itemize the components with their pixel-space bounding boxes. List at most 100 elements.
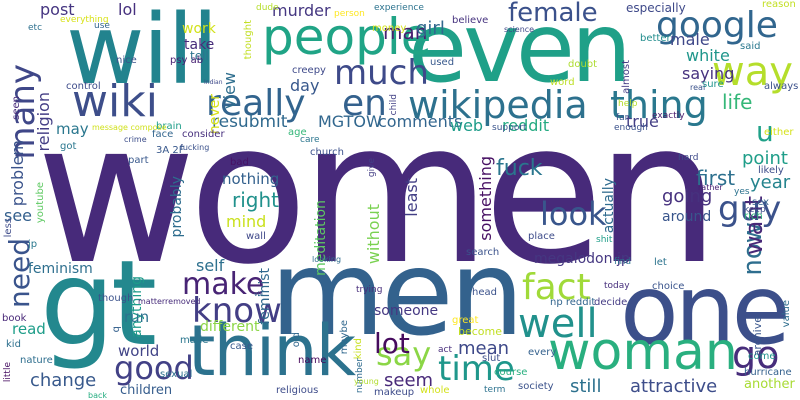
word: female [508, 0, 598, 28]
word: girl [416, 18, 445, 39]
word: women [36, 80, 720, 308]
word: google [656, 5, 778, 46]
word: consider [182, 129, 225, 140]
word: place [528, 231, 555, 242]
word: word [550, 77, 575, 88]
word: search [466, 247, 500, 258]
word: book [2, 313, 27, 324]
word: time [438, 349, 515, 389]
word: enough [614, 123, 648, 133]
word: wall [246, 231, 266, 242]
word: society [518, 381, 554, 392]
word: man [383, 20, 428, 44]
word: actually [601, 178, 617, 234]
word: face [152, 129, 174, 140]
word: money [372, 23, 407, 34]
word: term [484, 385, 506, 395]
word: especially [626, 1, 686, 15]
word: going [662, 186, 713, 207]
word: act [438, 345, 452, 355]
word: thing [610, 83, 708, 127]
word: makeup [374, 387, 415, 398]
word: problem [8, 140, 27, 207]
word: Indian [204, 79, 223, 86]
word: web [450, 116, 484, 135]
word: thought [243, 20, 254, 60]
word: see [4, 206, 33, 225]
word: nothing [222, 170, 280, 188]
word: hurricane [744, 367, 792, 378]
word: run [124, 308, 150, 326]
word: guy [718, 189, 782, 229]
word: megalodon jp [534, 251, 630, 267]
word: jp [28, 239, 38, 250]
word: church [310, 147, 344, 158]
word: part [128, 155, 149, 166]
word: q [111, 326, 122, 333]
word: another [744, 377, 795, 392]
word: wikipedia [408, 83, 588, 127]
word: life [722, 90, 753, 114]
word: got [60, 141, 77, 152]
word: fact [522, 267, 591, 308]
word: really [206, 83, 306, 124]
word: look [540, 195, 607, 233]
word: people [262, 8, 432, 66]
word: hard [678, 153, 699, 163]
word: good [114, 349, 194, 387]
word: world [118, 342, 160, 360]
word: without [364, 204, 383, 265]
word: much [334, 53, 429, 93]
word: said [740, 41, 761, 52]
word: different [200, 319, 260, 335]
word: whole [420, 385, 450, 396]
word: children [120, 383, 173, 398]
word: view [220, 72, 239, 109]
word: mind [226, 212, 267, 231]
word: murder [272, 1, 331, 20]
word: men [270, 224, 524, 362]
word: slut [482, 353, 501, 364]
word: rich [744, 211, 763, 222]
word: far [616, 113, 629, 123]
word: sex [752, 197, 770, 208]
word: gt [40, 234, 157, 372]
word: person [334, 9, 365, 19]
word: kid [6, 339, 21, 350]
word: doubt [568, 59, 598, 70]
word: either [764, 127, 794, 138]
word: used [430, 57, 455, 68]
word: archive [751, 316, 764, 357]
word: will [66, 0, 219, 106]
word: first [696, 166, 736, 190]
word: today [604, 281, 630, 291]
word: course [494, 367, 528, 378]
word: post [40, 0, 75, 19]
word: everything [60, 15, 109, 25]
word: take [184, 37, 215, 53]
word: real [690, 83, 706, 92]
word: year [750, 172, 791, 193]
word: trying [356, 285, 383, 295]
word: become [458, 325, 503, 338]
word: dude [256, 3, 279, 13]
word: self [196, 256, 225, 275]
word: around [662, 209, 712, 225]
word: probably [169, 176, 185, 238]
word: etc [28, 23, 43, 33]
word: male [670, 30, 710, 49]
word: MGTOW [318, 112, 382, 131]
word: creepy [292, 65, 326, 76]
word: kind [353, 338, 364, 360]
word: say [376, 335, 432, 373]
word: made [180, 335, 209, 346]
word: comments [378, 112, 463, 131]
word: point [742, 148, 788, 169]
word: old [291, 332, 302, 348]
word: better [640, 33, 671, 44]
word: saying [682, 64, 735, 83]
word: way [712, 49, 793, 95]
word: go [732, 333, 780, 377]
word: np reddit [550, 297, 596, 308]
word: someone [374, 303, 439, 319]
